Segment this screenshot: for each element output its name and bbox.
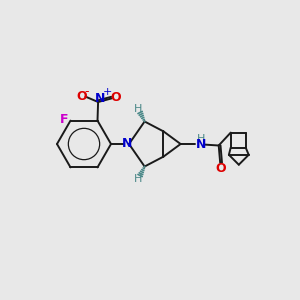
Text: -: - <box>85 85 89 98</box>
Text: +: + <box>102 87 112 98</box>
Text: N: N <box>196 138 206 151</box>
Text: N: N <box>95 92 105 105</box>
Text: N: N <box>122 136 132 150</box>
Text: H: H <box>134 104 142 114</box>
Text: H: H <box>197 134 205 144</box>
Text: O: O <box>215 161 226 175</box>
Text: O: O <box>76 89 87 103</box>
Text: O: O <box>110 91 121 104</box>
Text: H: H <box>134 174 142 184</box>
Text: F: F <box>60 112 68 126</box>
